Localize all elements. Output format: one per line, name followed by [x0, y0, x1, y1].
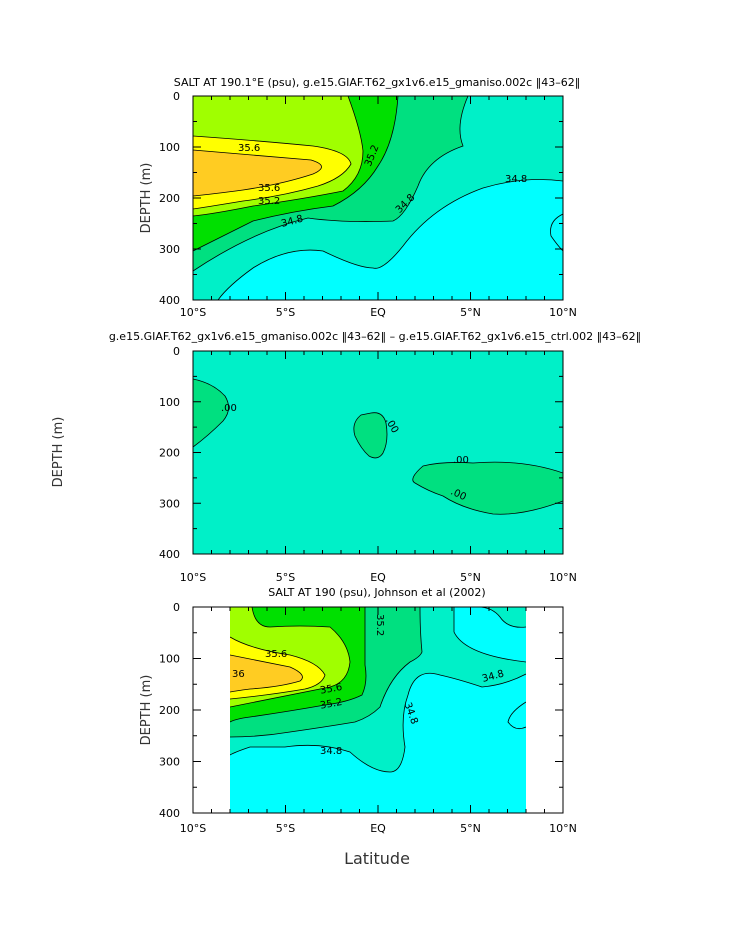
- p1-clabel-1: 35.6: [238, 143, 260, 154]
- p1-ylabel: DEPTH (m): [139, 163, 154, 234]
- p1-xticks-major: [192, 96, 564, 300]
- p2-contour-blob-east: [412, 461, 563, 515]
- p2-ytick-300: 300: [159, 497, 180, 510]
- panel-3-plot: 35.2 35.6 36 35.6 35.2 34.8 34.8 34.8: [230, 607, 526, 813]
- p3-yticks-minor: [193, 632, 563, 788]
- p2-yticks-major: [193, 350, 563, 555]
- p3-contour-348-ne: [453, 607, 526, 663]
- p1-ytick-400: 400: [159, 294, 180, 307]
- p3-xtick-10s: 10°S: [180, 822, 206, 835]
- p3-ytick-400: 400: [159, 807, 180, 820]
- p3-xtick-10n: 10°N: [549, 822, 577, 835]
- p3-xticks-major: [192, 607, 564, 813]
- p2-ytick-0: 0: [173, 345, 180, 358]
- p3-clabel-1: 35.2: [374, 614, 385, 636]
- p2-fill-blob-west: [193, 379, 229, 447]
- p3-contour-354: [230, 607, 351, 708]
- p3-clabel-4: 35.6: [319, 682, 343, 697]
- p1-contour-348-east: [550, 213, 563, 252]
- p2-xtick-eq: EQ: [370, 571, 386, 584]
- p1-contour-354: [193, 96, 364, 217]
- p1-clabel-3: 34.8: [505, 174, 527, 185]
- p2-ytick-200: 200: [159, 447, 180, 460]
- panel-2: g.e15.GIAF.T62_gx1v6.e15_gmaniso.002c ‖4…: [51, 330, 641, 584]
- p3-ytick-200: 200: [159, 704, 180, 717]
- p2-ytick-100: 100: [159, 396, 180, 409]
- p1-ytick-100: 100: [159, 141, 180, 154]
- p3-contour-east: [507, 701, 526, 730]
- p3-xtick-eq: EQ: [370, 822, 386, 835]
- p1-ytick-300: 300: [159, 243, 180, 256]
- p1-contour-352: [193, 96, 399, 252]
- p3-contour-348: [230, 672, 526, 773]
- p3-ytick-100: 100: [159, 653, 180, 666]
- p1-contour-350: [193, 96, 469, 272]
- p1-xtick-eq: EQ: [370, 306, 386, 319]
- panel-2-plot: .00 .00 .00 .00: [193, 351, 563, 554]
- p3-xticks-minor: [211, 607, 545, 813]
- p1-clabel-4: 35.6: [258, 183, 280, 194]
- p2-xticks-minor: [211, 351, 545, 554]
- p1-xtick-5n: 5°N: [460, 306, 481, 319]
- p3-xtick-5s: 5°S: [276, 822, 295, 835]
- p1-xticks-minor: [211, 96, 545, 300]
- p1-xtick-5s: 5°S: [276, 306, 295, 319]
- p3-fill-358: [230, 655, 303, 692]
- p1-ytick-200: 200: [159, 192, 180, 205]
- p2-xticks-major: [192, 351, 564, 554]
- panel-3: SALT AT 190 (psu), Johnson et al (2002): [139, 586, 577, 868]
- p2-xtick-5n: 5°N: [460, 571, 481, 584]
- p2-contour-blob-west: [193, 378, 229, 448]
- p2-clabel-1: .00: [221, 403, 237, 414]
- p1-contour-358: [193, 149, 322, 197]
- p1-contour-348: [217, 179, 563, 300]
- p3-contour-350: [230, 607, 423, 738]
- p3-xtick-5n: 5°N: [460, 822, 481, 835]
- p2-ylabel: DEPTH (m): [51, 417, 66, 488]
- p3-clabel-2: 35.6: [265, 649, 287, 660]
- p3-yticks-major: [193, 606, 563, 814]
- p3-clabel-8: 34.8: [320, 746, 342, 757]
- p2-fill-blob-east: [412, 462, 563, 515]
- p2-xtick-10n: 10°N: [549, 571, 577, 584]
- p2-xtick-5s: 5°S: [276, 571, 295, 584]
- p3-ytick-0: 0: [173, 601, 180, 614]
- panel-1: SALT AT 190.1°E (psu), g.e15.GIAF.T62_gx…: [139, 76, 580, 319]
- p2-yticks-minor: [193, 375, 563, 530]
- p3-clabel-5: 35.2: [319, 697, 343, 712]
- panel-2-title: g.e15.GIAF.T62_gx1v6.e15_gmaniso.002c ‖4…: [109, 330, 641, 343]
- p1-yticks-minor: [193, 121, 563, 275]
- p3-contour-358: [230, 654, 303, 693]
- p3-ytick-300: 300: [159, 756, 180, 769]
- panel-1-title: SALT AT 190.1°E (psu), g.e15.GIAF.T62_gx…: [174, 76, 580, 89]
- p3-contour-348-ne2: [477, 607, 526, 628]
- p3-clabel-3: 36: [232, 669, 245, 680]
- p2-clabel-3: .00: [453, 455, 469, 466]
- p1-yticks-major: [193, 95, 563, 301]
- panel-3-title: SALT AT 190 (psu), Johnson et al (2002): [268, 586, 485, 599]
- p3-contour-356: [230, 636, 326, 700]
- p1-ytick-0: 0: [173, 90, 180, 103]
- p2-xtick-10s: 10°S: [180, 571, 206, 584]
- p1-xtick-10n: 10°N: [549, 306, 577, 319]
- p2-ytick-400: 400: [159, 548, 180, 561]
- p1-contour-356: [193, 135, 352, 210]
- p1-fill-358: [193, 150, 322, 196]
- p1-xtick-10s: 10°S: [180, 306, 206, 319]
- p3-xlabel: Latitude: [344, 849, 410, 868]
- p3-ylabel: DEPTH (m): [139, 675, 154, 746]
- p2-contour-blob-eq: [353, 412, 388, 459]
- panel-1-plot: 35.6 35.2 34.8 35.6 35.2 34.8 34.8: [193, 96, 563, 300]
- p1-clabel-5: 35.2: [258, 196, 280, 207]
- p3-contour-352: [230, 607, 367, 723]
- p2-fill-blob-eq: [353, 412, 387, 458]
